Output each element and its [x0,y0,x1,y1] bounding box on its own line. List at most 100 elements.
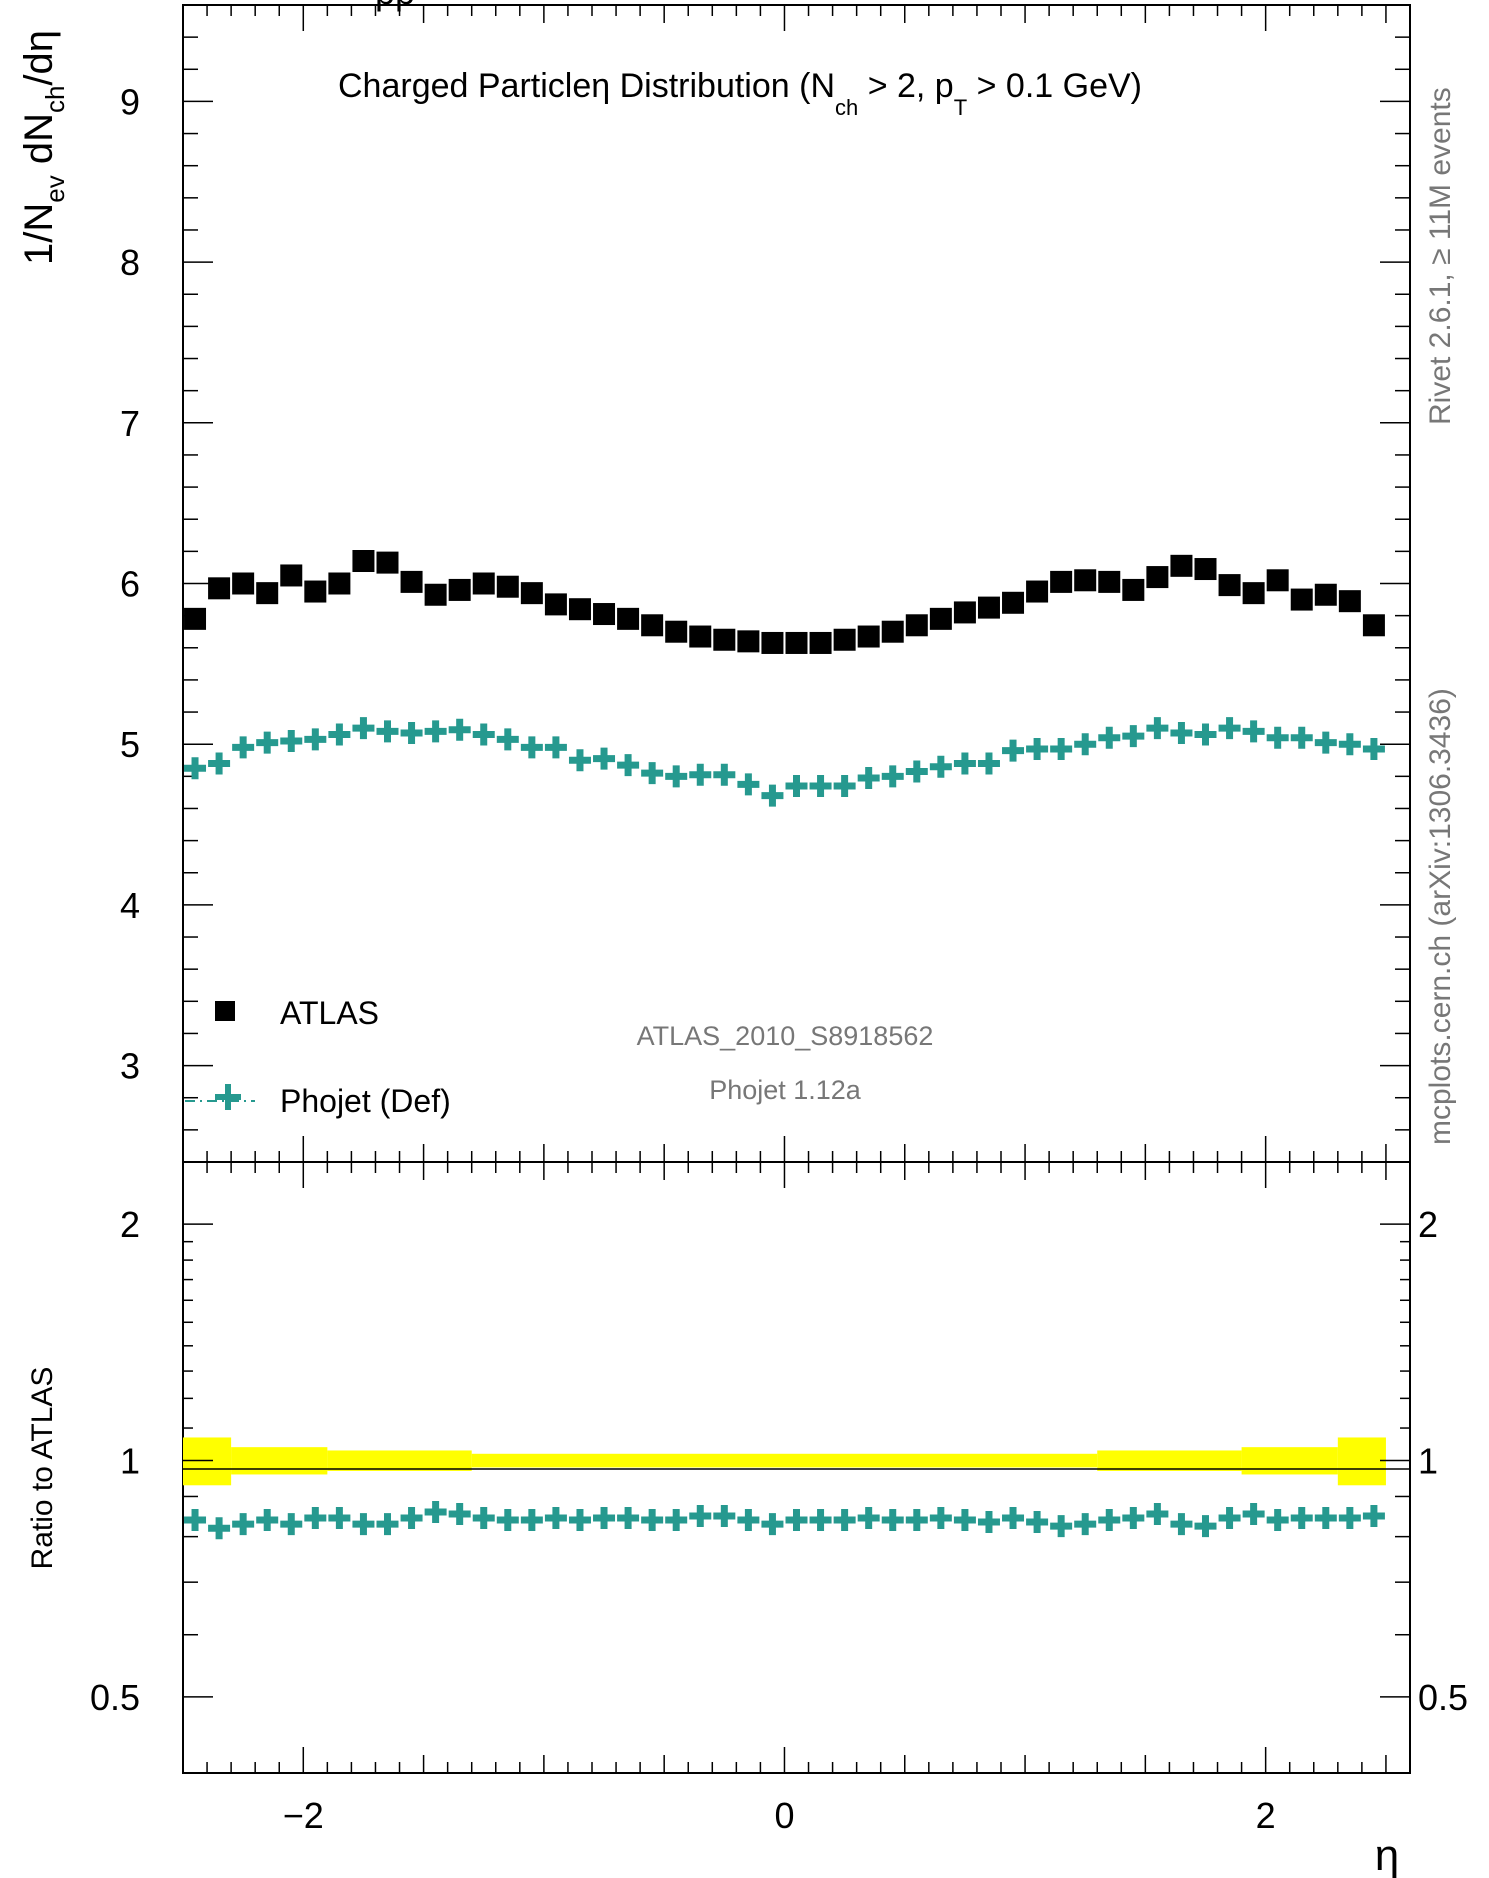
phojet-ratio-point [232,1513,255,1536]
top-text-fragment: pp [375,0,415,12]
phojet-data-point [1074,733,1097,756]
chart-title: Charged Particleη Distribution (Nch > 2,… [338,67,1142,120]
phojet-data-point [809,774,832,797]
phojet-ratio-point [1074,1513,1097,1536]
legend-phojet-marker [215,1084,241,1110]
phojet-data-point [1098,726,1121,749]
atlas-data-point [1170,554,1193,577]
phojet-ratio-point [593,1506,616,1529]
phojet-data-point [833,774,856,797]
phojet-data-point [785,774,808,797]
phojet-data-point [472,723,495,746]
legend-atlas-marker [215,1001,235,1021]
phojet-ratio-point [256,1508,279,1531]
phojet-data-point [376,720,399,743]
ratio-y-axis-label: Ratio to ATLAS [26,1367,59,1570]
ratio-band-segment [231,1447,328,1475]
axis-ticks: −2 0 2 3 4 5 6 7 8 9 0.5 0.5 1 1 2 2 [90,4,1468,1836]
atlas-data-point [857,625,880,648]
phojet-ratio-point [496,1508,519,1531]
rivet-side-label: Rivet 2.6.1, ≥ 11M events [1424,87,1457,425]
phojet-data-point [1194,723,1217,746]
phojet-data-point [544,736,567,759]
atlas-data-point [665,620,688,643]
phojet-ratio-point [665,1508,688,1531]
ratio-y-tick-label: 2 [120,1204,140,1245]
atlas-data-point [1050,570,1073,593]
phojet-ratio-point [1002,1506,1025,1529]
atlas-data-point [256,582,279,605]
atlas-data-point [1338,590,1361,613]
phojet-ratio-point [617,1506,640,1529]
phojet-data-point [400,721,423,744]
phojet-ratio-point [448,1502,471,1525]
atlas-data-point [376,551,399,574]
atlas-data-point [184,607,207,630]
main-y-axis-label: 1/Nev dNch/dη [17,30,70,265]
mcplots-side-label: mcplots.cern.ch (arXiv:1306.3436) [1424,688,1457,1145]
phojet-ratio-point [1170,1513,1193,1536]
phojet-ratio-point [1362,1504,1385,1527]
phojet-ratio-point [953,1508,976,1531]
main-y-tick-label: 6 [120,564,140,605]
atlas-data-point [232,572,255,595]
phojet-data-point [280,729,303,752]
atlas-data-point [568,598,591,621]
ratio-band-segment [1241,1447,1338,1475]
phojet-data-point [761,784,784,807]
ratio-band-segment [183,1437,232,1486]
plot-frames [182,4,1411,1774]
x-axis-label: η [1375,1831,1399,1878]
phojet-data-point [496,728,519,751]
phojet-ratio-point [977,1511,1000,1534]
phojet-data-point [1122,725,1145,748]
ratio-y-tick-label-right: 0.5 [1418,1677,1468,1718]
phojet-data-point [448,718,471,741]
phojet-ratio-point [1194,1515,1217,1538]
phojet-data-point [1170,721,1193,744]
phojet-ratio-point [1314,1506,1337,1529]
atlas-data-point [1194,558,1217,581]
atlas-data-point [1146,566,1169,589]
atlas-data-point [737,630,760,653]
legend: ATLAS Phojet (Def) [185,995,451,1119]
phojet-ratio-point [881,1508,904,1531]
phojet-ratio-point [737,1508,760,1531]
atlas-data-point [1314,583,1337,606]
atlas-data-point [641,614,664,637]
phojet-ratio-point [400,1506,423,1529]
atlas-data-point [448,578,471,601]
atlas-data-point [328,572,351,595]
atlas-data-point [280,564,303,587]
phojet-ratio-point [1290,1506,1313,1529]
atlas-data-point [905,614,928,637]
generator-annotation: Phojet 1.12a [709,1075,862,1105]
phojet-data-point [737,773,760,796]
phojet-ratio-point [809,1508,832,1531]
phojet-data-point [929,755,952,778]
phojet-ratio-point [785,1508,808,1531]
legend-atlas-label: ATLAS [280,995,379,1031]
atlas-data-point [352,550,375,573]
ratio-y-tick-label-right: 2 [1418,1204,1438,1245]
phojet-ratio-point [689,1504,712,1527]
atlas-data-point [304,580,327,603]
atlas-data-point [208,577,231,600]
ratio-band-segment [1337,1437,1386,1486]
phojet-ratio-point [1338,1506,1361,1529]
ratio-band-segment [327,1450,472,1471]
main-y-tick-label: 9 [120,81,140,122]
phojet-data-point [977,752,1000,775]
phojet-data-point [1314,731,1337,754]
atlas-data-point [424,583,447,606]
atlas-data-point [593,603,616,626]
phojet-ratio-point [1218,1506,1241,1529]
x-tick-label: −2 [283,1795,324,1836]
atlas-data-point [953,601,976,624]
phojet-data-point [232,736,255,759]
atlas-data-point [1122,578,1145,601]
phojet-data-point [424,720,447,743]
phojet-ratio-point [472,1506,495,1529]
atlas-data-point [713,628,736,651]
phojet-data-point [1218,717,1241,740]
